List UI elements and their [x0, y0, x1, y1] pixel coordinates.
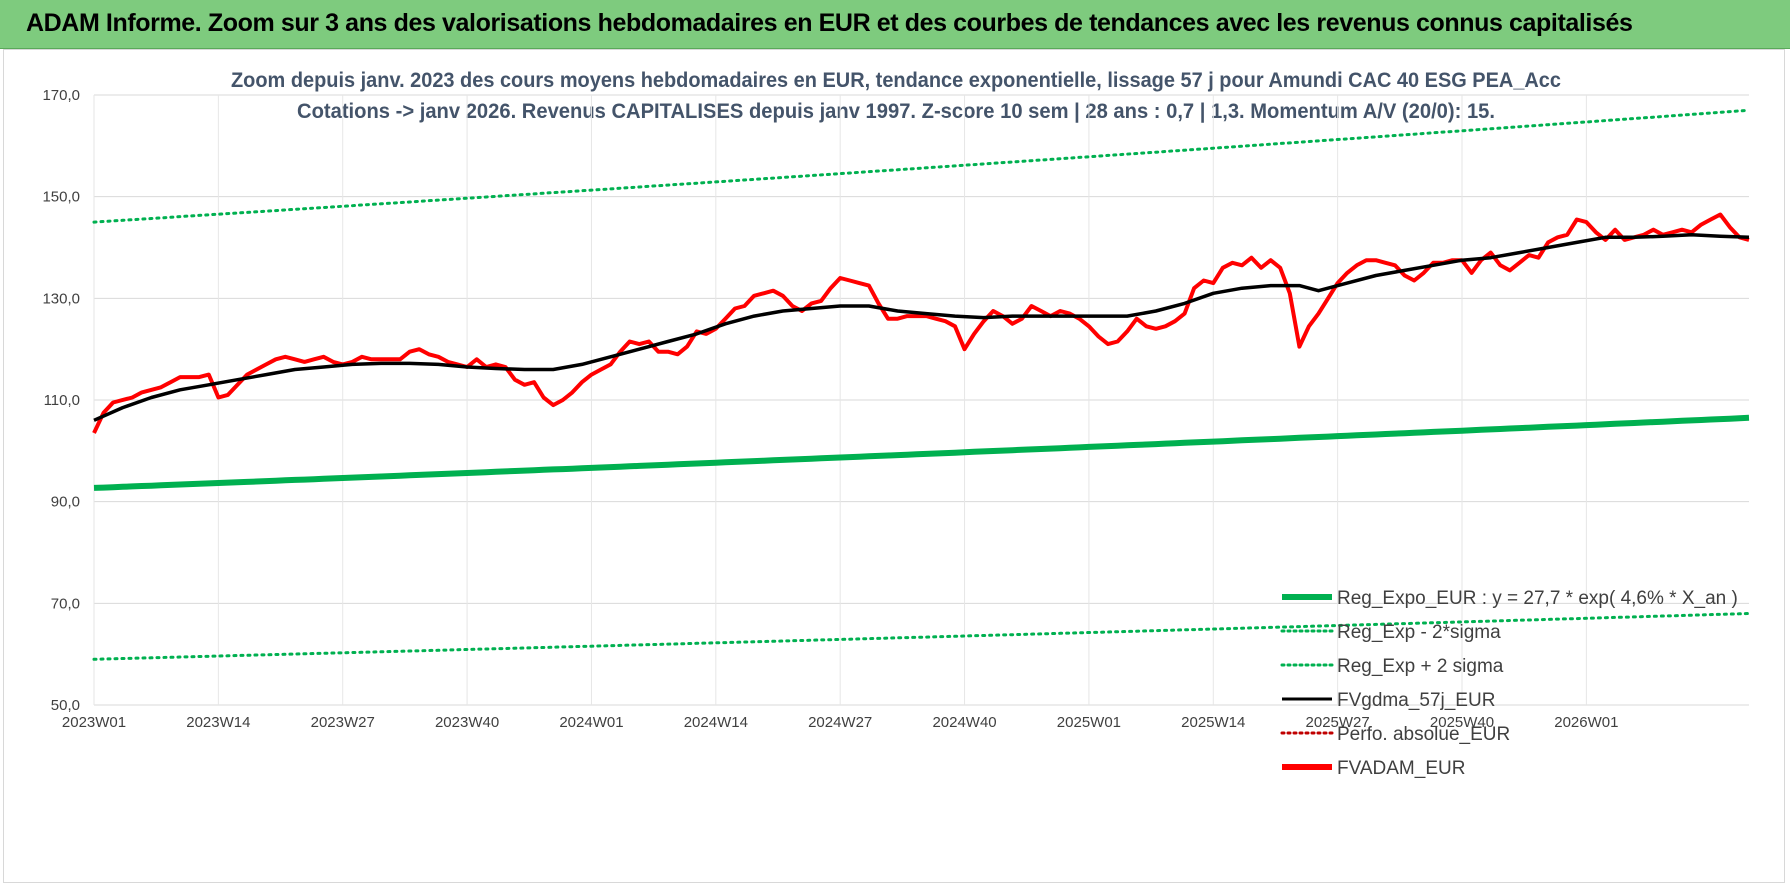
- legend-label-upper: Reg_Exp + 2 sigma: [1337, 656, 1504, 677]
- x-tick-label: 2024W40: [932, 714, 996, 731]
- page-title: ADAM Informe. Zoom sur 3 ans des valoris…: [26, 9, 1633, 37]
- grid-lines: [93, 94, 1749, 706]
- header-banner: ADAM Informe. Zoom sur 3 ans des valoris…: [0, 0, 1790, 49]
- x-tick-label: 2023W40: [435, 714, 499, 731]
- chart-svg: Zoom depuis janv. 2023 des cours moyens …: [42, 69, 1751, 779]
- y-tick-label: 130,0: [42, 290, 80, 307]
- x-tick-label: 2024W01: [559, 714, 623, 731]
- y-tick-label: 150,0: [42, 189, 80, 206]
- x-tick-label: 2025W40: [1430, 714, 1494, 731]
- y-tick-label: 50,0: [51, 697, 80, 714]
- x-tick-label: 2026W01: [1554, 714, 1618, 731]
- x-axis-ticks: 2023W01 2023W14 2023W27 2023W40 2024W01 2024W…: [62, 714, 1619, 731]
- legend: Reg_Expo_EUR : y = 27,7 * exp( 4,6% * X_…: [1280, 588, 1738, 779]
- series-reg-plus-2sigma: [92, 108, 1751, 224]
- x-tick-label: 2024W27: [808, 714, 872, 731]
- y-tick-label: 110,0: [44, 392, 80, 409]
- legend-label-fvgdma: FVgdma_57j_EUR: [1337, 690, 1495, 711]
- x-tick-label: 2025W01: [1057, 714, 1121, 731]
- legend-label-fvadam: FVADAM_EUR: [1337, 758, 1465, 779]
- legend-label-lower: Reg_Exp - 2*sigma: [1337, 622, 1501, 643]
- y-tick-label: 70,0: [51, 595, 80, 612]
- legend-label-reg: Reg_Expo_EUR : y = 27,7 * exp( 4,6% * X_…: [1337, 588, 1738, 609]
- x-tick-label: 2025W27: [1306, 714, 1370, 731]
- x-tick-label: 2023W01: [62, 714, 126, 731]
- series-fvadam: [92, 212, 1750, 434]
- chart-title-line-2: Cotations -> janv 2026. Revenus CAPITALI…: [297, 100, 1495, 123]
- legend-label-perfo: Perfo. absolue_EUR: [1337, 724, 1510, 745]
- chart-title-line-1: Zoom depuis janv. 2023 des cours moyens …: [231, 69, 1561, 92]
- x-tick-label: 2024W14: [684, 714, 748, 731]
- series-fvgdma: [93, 233, 1750, 422]
- y-axis-ticks: 50,0 70,0 90,0 110,0 130,0 150,0 170,0: [42, 87, 80, 714]
- y-tick-label: 170,0: [42, 87, 80, 104]
- x-tick-label: 2023W14: [186, 714, 250, 731]
- y-tick-label: 90,0: [51, 494, 80, 511]
- series-layer: [92, 108, 1751, 661]
- chart-frame: Zoom depuis janv. 2023 des cours moyens …: [3, 49, 1785, 883]
- series-reg-minus-2sigma: [92, 612, 1751, 661]
- series-reg-expo: [93, 414, 1750, 491]
- x-tick-label: 2023W27: [311, 714, 375, 731]
- x-tick-label: 2025W14: [1181, 714, 1245, 731]
